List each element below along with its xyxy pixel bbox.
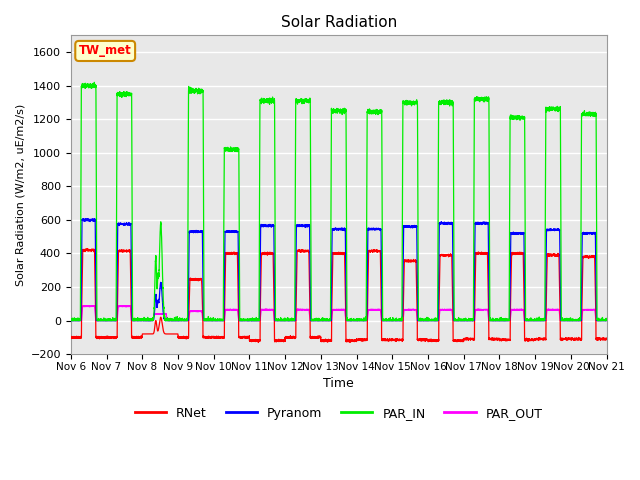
RNet <box>67 334 75 340</box>
PAR_IN <box>67 316 75 322</box>
PAR_OUT <box>580 307 588 312</box>
PAR_IN <box>474 96 481 101</box>
RNet <box>580 253 588 259</box>
Line: RNet: RNet <box>71 249 607 343</box>
Legend: RNet, Pyranom, PAR_IN, PAR_OUT: RNet, Pyranom, PAR_IN, PAR_OUT <box>130 402 547 425</box>
PAR_IN <box>573 317 581 323</box>
RNet <box>321 337 328 343</box>
PAR_IN <box>90 79 98 85</box>
PAR_OUT <box>459 318 467 324</box>
Text: TW_met: TW_met <box>79 45 132 58</box>
X-axis label: Time: Time <box>323 377 354 390</box>
PAR_IN <box>249 318 257 324</box>
PAR_IN <box>459 317 467 323</box>
RNet <box>459 338 467 344</box>
PAR_OUT <box>67 318 75 324</box>
Line: PAR_OUT: PAR_OUT <box>71 306 607 321</box>
Line: PAR_IN: PAR_IN <box>71 82 607 321</box>
RNet <box>83 246 91 252</box>
RNet <box>573 336 581 342</box>
Y-axis label: Solar Radiation (W/m2, uE/m2/s): Solar Radiation (W/m2, uE/m2/s) <box>15 104 25 286</box>
Pyranom <box>459 317 467 323</box>
RNet <box>249 337 257 343</box>
Pyranom <box>474 221 481 227</box>
PAR_OUT <box>321 317 328 323</box>
PAR_IN <box>603 317 611 323</box>
PAR_OUT <box>603 318 611 324</box>
Pyranom <box>249 317 257 323</box>
Pyranom <box>573 318 581 324</box>
RNet <box>474 250 481 256</box>
PAR_OUT <box>124 303 132 309</box>
RNet <box>603 336 611 341</box>
Title: Solar Radiation: Solar Radiation <box>280 15 397 30</box>
Pyranom <box>83 216 90 222</box>
PAR_OUT <box>474 307 481 313</box>
Line: Pyranom: Pyranom <box>71 219 607 321</box>
Pyranom <box>603 317 611 323</box>
Pyranom <box>321 318 328 324</box>
PAR_IN <box>321 318 328 324</box>
PAR_OUT <box>573 318 581 324</box>
PAR_IN <box>580 113 588 119</box>
PAR_OUT <box>249 318 257 324</box>
PAR_IN <box>67 318 75 324</box>
RNet <box>255 340 262 346</box>
Pyranom <box>580 230 588 236</box>
Pyranom <box>67 318 75 324</box>
